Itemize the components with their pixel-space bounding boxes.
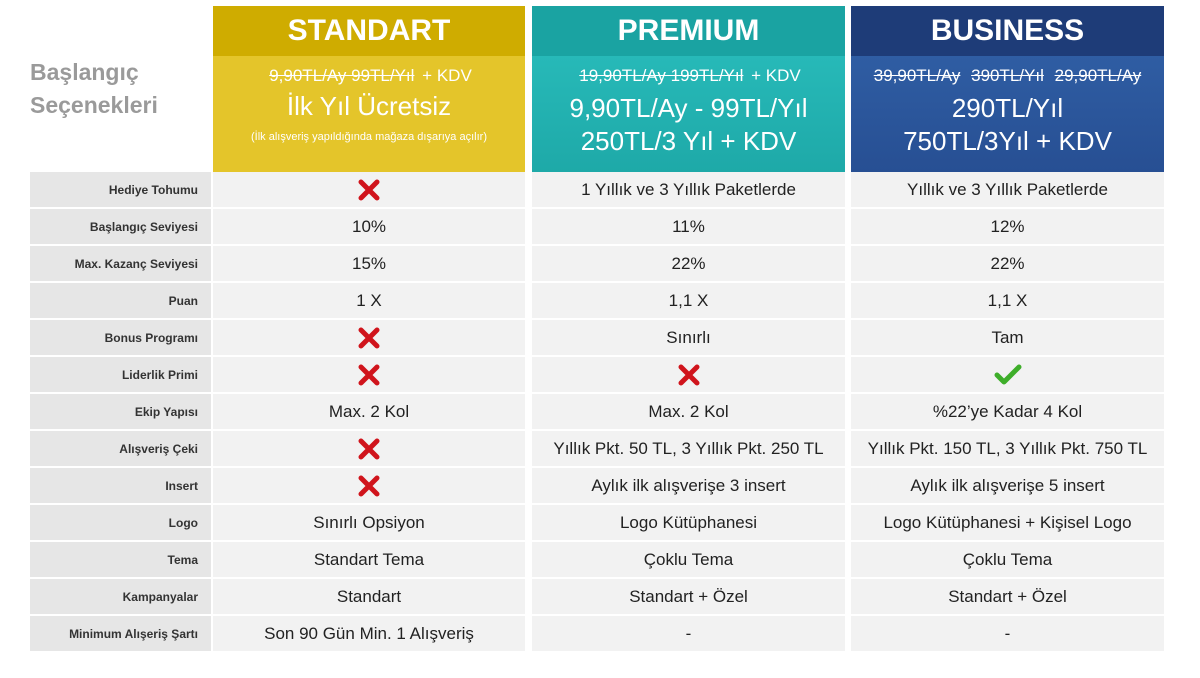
page-title: Başlangıç Seçenekleri (30, 59, 158, 118)
row-label: Kampanyalar (30, 579, 211, 614)
row-cell: 11% (532, 209, 845, 244)
row-cell: Çoklu Tema (532, 542, 845, 577)
plan-price: 39,90TL/Ay 390TL/Yıl 29,90TL/Ay 290TL/Yı… (851, 56, 1164, 172)
row-label: Bonus Programı (30, 320, 211, 355)
row-cell: 1,1 X (851, 283, 1164, 318)
row-cell: Yıllık Pkt. 150 TL, 3 Yıllık Pkt. 750 TL (851, 431, 1164, 466)
cross-icon (358, 327, 380, 348)
row-cell (213, 468, 525, 503)
row-cell: 22% (532, 246, 845, 281)
row-cell: Sınırlı Opsiyon (213, 505, 525, 540)
plan-price: 9,90TL/Ay 99TL/Yıl + KDV İlk Yıl Ücretsi… (213, 56, 525, 172)
old-suffix: + KDV (422, 66, 472, 85)
row-label: Logo (30, 505, 211, 540)
row-cell (851, 357, 1164, 392)
row-cell (213, 431, 525, 466)
row-cell (213, 172, 525, 207)
row-label: Insert (30, 468, 211, 503)
row-label: Alışveriş Çeki (30, 431, 211, 466)
row-cell: Standart (213, 579, 525, 614)
row-cell: %22’ye Kadar 4 Kol (851, 394, 1164, 429)
row-cell: Logo Kütüphanesi + Kişisel Logo (851, 505, 1164, 540)
price-line: 9,90TL/Ay - 99TL/Yıl (569, 93, 808, 123)
cross-icon (358, 179, 380, 200)
price-line: 250TL/3 Yıl + KDV (580, 126, 797, 156)
cross-icon (358, 364, 380, 385)
row-cell: - (851, 616, 1164, 651)
old-price: 29,90TL/Ay (1054, 66, 1142, 85)
row-cell: Aylık ilk alışverişe 3 insert (532, 468, 845, 503)
row-cell: Standart + Özel (532, 579, 845, 614)
row-cell: 12% (851, 209, 1164, 244)
old-price: 39,90TL/Ay (873, 66, 961, 85)
cross-icon (358, 438, 380, 459)
row-cell (213, 357, 525, 392)
row-cell (213, 320, 525, 355)
row-cell: 1 Yıllık ve 3 Yıllık Paketlerde (532, 172, 845, 207)
row-cell: 10% (213, 209, 525, 244)
price-line: 750TL/3Yıl + KDV (903, 126, 1112, 156)
row-label: Minimum Alışeriş Şartı (30, 616, 211, 651)
row-cell: Max. 2 Kol (213, 394, 525, 429)
old-price: 19,90TL/Ay 199TL/Yıl (579, 66, 744, 85)
row-cell: Çoklu Tema (851, 542, 1164, 577)
row-cell: Standart Tema (213, 542, 525, 577)
row-cell: 1,1 X (532, 283, 845, 318)
row-cell: Max. 2 Kol (532, 394, 845, 429)
check-icon (994, 364, 1021, 384)
plan-price: 19,90TL/Ay 199TL/Yıl + KDV 9,90TL/Ay - 9… (532, 56, 845, 172)
row-cell: Son 90 Gün Min. 1 Alışveriş (213, 616, 525, 651)
price-line: 290TL/Yıl (951, 93, 1064, 123)
row-cell: Logo Kütüphanesi (532, 505, 845, 540)
row-cell: Sınırlı (532, 320, 845, 355)
old-price: 390TL/Yıl (971, 66, 1044, 85)
price-line: İlk Yıl Ücretsiz (286, 91, 452, 121)
cross-icon (678, 364, 699, 385)
row-cell: 1 X (213, 283, 525, 318)
row-cell: Aylık ilk alışverişe 5 insert (851, 468, 1164, 503)
plan-note: (İlk alışveriş yapıldığında mağaza dışar… (251, 131, 487, 143)
row-label: Liderlik Primi (30, 357, 211, 392)
row-cell (532, 357, 845, 392)
cross-icon (358, 475, 380, 496)
row-label: Puan (30, 283, 211, 318)
plan-name: STANDART (213, 6, 525, 56)
row-cell: Yıllık Pkt. 50 TL, 3 Yıllık Pkt. 250 TL (532, 431, 845, 466)
old-price: 9,90TL/Ay 99TL/Yıl (269, 66, 415, 85)
row-cell: 15% (213, 246, 525, 281)
row-label: Ekip Yapısı (30, 394, 211, 429)
row-label: Hediye Tohumu (30, 172, 211, 207)
row-label: Başlangıç Seviyesi (30, 209, 211, 244)
row-label: Max. Kazanç Seviyesi (30, 246, 211, 281)
plan-name: PREMIUM (532, 6, 845, 56)
row-cell: Yıllık ve 3 Yıllık Paketlerde (851, 172, 1164, 207)
old-suffix: + KDV (751, 66, 801, 85)
plan-name: BUSINESS (851, 6, 1164, 56)
row-label: Tema (30, 542, 211, 577)
row-cell: Standart + Özel (851, 579, 1164, 614)
row-cell: Tam (851, 320, 1164, 355)
row-cell: 22% (851, 246, 1164, 281)
row-cell: - (532, 616, 845, 651)
